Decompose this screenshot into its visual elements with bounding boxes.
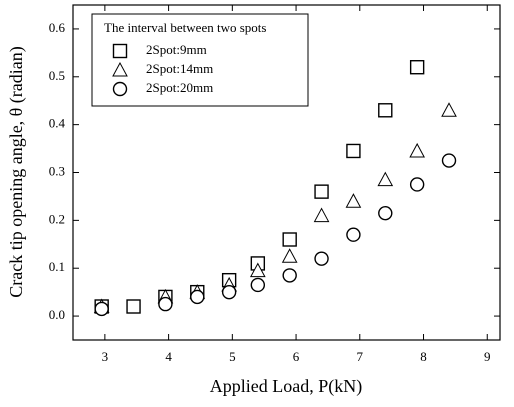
legend-label: 2Spot:9mm <box>146 42 207 57</box>
y-tick-label: 0.2 <box>49 211 65 226</box>
x-tick-label: 3 <box>102 349 109 364</box>
y-axis-label: Crack tip opening angle, θ (radian) <box>6 46 27 298</box>
data-point <box>346 143 361 159</box>
y-tick-label: 0.6 <box>49 20 66 35</box>
y-tick-label: 0.4 <box>49 116 66 131</box>
y-tick-label: 0.1 <box>49 259 65 274</box>
data-point <box>126 299 141 314</box>
data-point <box>249 262 266 278</box>
data-point <box>190 289 205 305</box>
data-point <box>282 232 297 247</box>
legend-marker <box>112 61 128 77</box>
data-point <box>221 284 237 300</box>
x-tick-label: 6 <box>293 349 300 364</box>
data-point <box>314 184 329 199</box>
x-tick-label: 8 <box>420 349 427 364</box>
legend-label: 2Spot:20mm <box>146 80 213 95</box>
x-tick-label: 4 <box>165 349 172 364</box>
data-point <box>441 102 457 117</box>
legend-marker <box>112 81 128 97</box>
data-point <box>409 177 425 192</box>
data-point <box>158 296 173 312</box>
data-point <box>94 301 109 317</box>
legend-box <box>91 13 309 107</box>
x-tick-label: 5 <box>229 349 236 364</box>
legend-title: The interval between two spots <box>104 20 266 35</box>
x-axis-label: Applied Load, P(kN) <box>210 376 362 397</box>
x-tick-label: 7 <box>357 349 364 364</box>
legend-label: 2Spot:14mm <box>146 61 213 76</box>
data-point <box>441 153 457 168</box>
y-tick-label: 0.0 <box>49 307 65 322</box>
y-tick-label: 0.3 <box>49 163 65 178</box>
data-point <box>409 142 425 158</box>
data-point <box>250 277 266 293</box>
x-tick-label: 9 <box>484 349 491 364</box>
data-point <box>346 227 361 242</box>
data-point <box>345 193 362 208</box>
data-point <box>409 60 425 75</box>
data-point <box>282 268 297 283</box>
data-point <box>378 205 393 221</box>
data-point <box>378 103 393 118</box>
data-point <box>314 251 329 266</box>
y-tick-label: 0.5 <box>49 68 65 83</box>
data-point <box>377 171 394 187</box>
data-point <box>313 207 330 223</box>
data-point <box>281 248 298 263</box>
legend-marker <box>112 43 128 59</box>
